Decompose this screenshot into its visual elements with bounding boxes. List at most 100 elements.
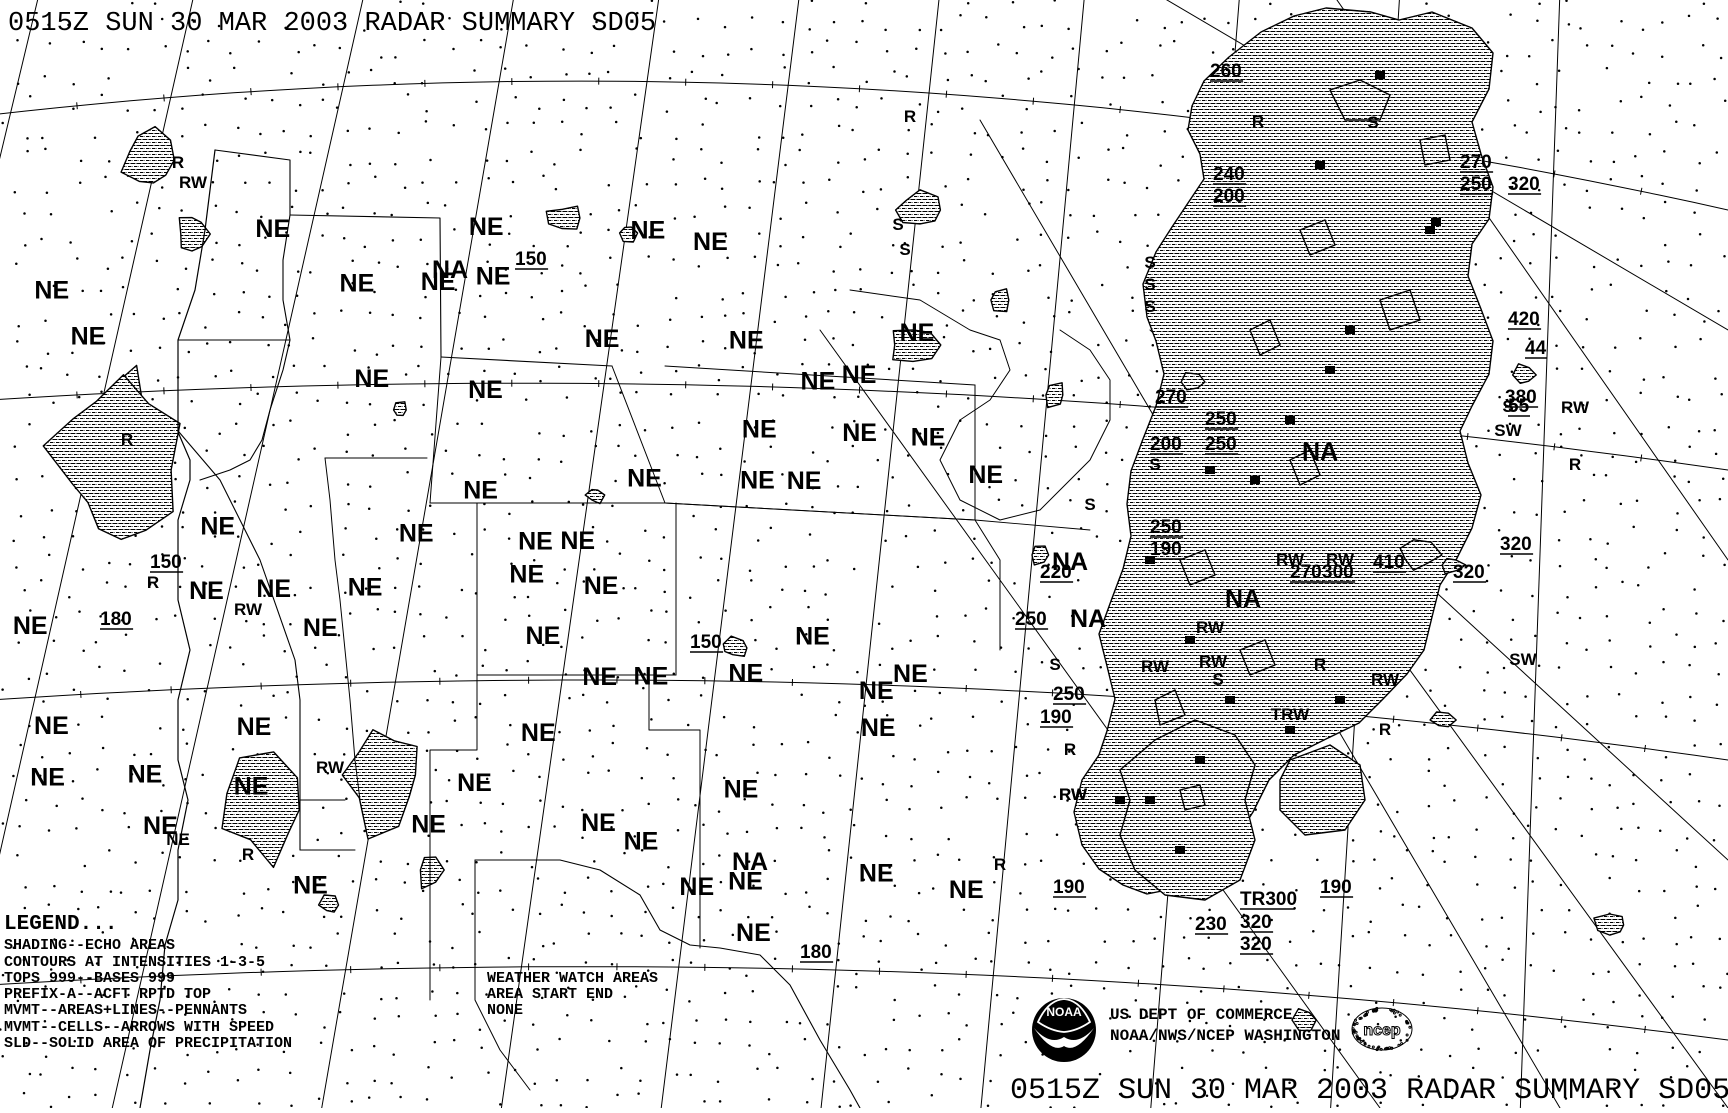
- svg-text:NE: NE: [560, 527, 595, 555]
- svg-text:NONE: NONE: [487, 1002, 523, 1019]
- svg-text:RW: RW: [316, 758, 345, 777]
- svg-text:NE: NE: [399, 520, 434, 548]
- svg-text:SW: SW: [1494, 421, 1522, 440]
- svg-text:NE: NE: [476, 262, 511, 290]
- svg-text:NE: NE: [469, 213, 504, 241]
- svg-text:NE: NE: [787, 467, 822, 495]
- svg-text:MVMT--AREAS+LINES--PENNANTS: MVMT--AREAS+LINES--PENNANTS: [4, 1002, 247, 1019]
- svg-text:NE: NE: [303, 614, 338, 642]
- svg-text:250: 250: [1150, 517, 1182, 538]
- svg-text:0515Z SUN 30 MAR 2003 RADAR SU: 0515Z SUN 30 MAR 2003 RADAR SUMMARY SD05: [1010, 1074, 1728, 1108]
- svg-text:NE: NE: [859, 860, 894, 888]
- svg-text:NE: NE: [859, 677, 894, 705]
- svg-text:MVMT--CELLS--ARROWS WITH SPEED: MVMT--CELLS--ARROWS WITH SPEED: [4, 1019, 274, 1036]
- svg-text:R: R: [242, 845, 254, 864]
- svg-text:WEATHER WATCH AREAS: WEATHER WATCH AREAS: [487, 970, 658, 987]
- svg-text:250: 250: [1205, 409, 1237, 430]
- svg-text:270: 270: [1290, 562, 1322, 583]
- svg-text:410: 410: [1373, 552, 1405, 573]
- svg-text:NA: NA: [1070, 605, 1106, 633]
- svg-text:S: S: [1149, 455, 1160, 474]
- svg-text:250: 250: [1460, 174, 1492, 195]
- svg-text:RW: RW: [234, 600, 263, 619]
- svg-text:55: 55: [1508, 396, 1530, 417]
- svg-text:NE: NE: [581, 809, 616, 837]
- svg-text:180: 180: [100, 609, 132, 630]
- svg-text:250: 250: [1205, 434, 1237, 455]
- svg-text:R: R: [994, 855, 1006, 874]
- svg-text:S: S: [1212, 670, 1223, 689]
- svg-text:R: R: [1314, 655, 1326, 674]
- svg-text:NE: NE: [724, 775, 759, 803]
- svg-text:320: 320: [1508, 174, 1540, 195]
- svg-text:NE: NE: [893, 660, 928, 688]
- svg-text:NOAA/NWS/NCEP WASHINGTON: NOAA/NWS/NCEP WASHINGTON: [1110, 1027, 1340, 1045]
- svg-text:NE: NE: [13, 612, 48, 640]
- svg-text:NE: NE: [627, 464, 662, 492]
- svg-text:NE: NE: [34, 276, 69, 304]
- svg-text:230: 230: [1195, 914, 1227, 935]
- svg-text:NE: NE: [624, 827, 659, 855]
- svg-text:NE: NE: [679, 873, 714, 901]
- svg-text:200: 200: [1213, 186, 1245, 207]
- svg-text:RW: RW: [1199, 652, 1228, 671]
- svg-text:NE: NE: [949, 876, 984, 904]
- svg-text:NE: NE: [468, 376, 503, 404]
- svg-text:SW: SW: [1509, 650, 1537, 669]
- svg-text:S: S: [1084, 495, 1095, 514]
- svg-text:PREFIX-A--ACFT RPTD TOP: PREFIX-A--ACFT RPTD TOP: [4, 986, 211, 1003]
- svg-text:NE: NE: [526, 622, 561, 650]
- svg-text:NE: NE: [968, 461, 1003, 489]
- svg-text:NE: NE: [293, 871, 328, 899]
- svg-text:190: 190: [1150, 539, 1182, 560]
- svg-text:300: 300: [1322, 562, 1354, 583]
- svg-text:320: 320: [1240, 912, 1272, 933]
- svg-text:NE: NE: [518, 528, 553, 556]
- svg-text:NE: NE: [801, 368, 836, 396]
- svg-text:SLD--SOLID AREA OF PRECIPITATI: SLD--SOLID AREA OF PRECIPITATION: [4, 1035, 292, 1052]
- svg-text:320: 320: [1240, 934, 1272, 955]
- svg-text:NE: NE: [521, 719, 556, 747]
- svg-text:180: 180: [800, 942, 832, 963]
- svg-text:NE: NE: [795, 623, 830, 651]
- svg-text:260: 260: [1210, 61, 1242, 82]
- svg-text:NE: NE: [457, 769, 492, 797]
- svg-text:150: 150: [515, 249, 547, 270]
- svg-text:R: R: [172, 153, 184, 172]
- svg-text:NE: NE: [740, 466, 775, 494]
- svg-text:R: R: [121, 430, 133, 449]
- svg-text:LEGEND...: LEGEND...: [4, 913, 117, 936]
- svg-text:NE: NE: [509, 561, 544, 589]
- svg-text:NA: NA: [1302, 438, 1338, 466]
- svg-text:R: R: [904, 107, 916, 126]
- svg-text:TRW: TRW: [1271, 705, 1310, 724]
- svg-text:420: 420: [1508, 309, 1540, 330]
- svg-text:R: R: [147, 573, 159, 592]
- svg-text:SHADING--ECHO AREAS: SHADING--ECHO AREAS: [4, 937, 175, 954]
- svg-text:320: 320: [1453, 562, 1485, 583]
- svg-text:RW: RW: [1059, 785, 1088, 804]
- svg-text:NE: NE: [30, 763, 65, 791]
- svg-text:S: S: [1144, 275, 1155, 294]
- svg-text:NE: NE: [634, 663, 669, 691]
- svg-text:NE: NE: [411, 811, 446, 839]
- svg-text:NA: NA: [732, 848, 768, 876]
- svg-text:RW: RW: [1561, 398, 1590, 417]
- svg-text:44: 44: [1525, 338, 1547, 359]
- svg-text:150: 150: [150, 552, 182, 573]
- svg-text:S: S: [1049, 655, 1060, 674]
- svg-text:NE: NE: [631, 217, 666, 245]
- svg-text:NE: NE: [582, 663, 617, 691]
- svg-text:250: 250: [1015, 609, 1047, 630]
- svg-text:NE: NE: [354, 365, 389, 393]
- svg-text:AREA START END: AREA START END: [487, 986, 613, 1003]
- svg-text:RW: RW: [1141, 657, 1170, 676]
- svg-text:150: 150: [690, 632, 722, 653]
- svg-text:NOAA: NOAA: [1046, 1005, 1082, 1019]
- svg-text:CONTOURS AT INTENSITIES 1-3-5: CONTOURS AT INTENSITIES 1-3-5: [4, 954, 265, 971]
- svg-text:NE: NE: [729, 327, 764, 355]
- svg-text:NE: NE: [861, 714, 896, 742]
- svg-text:NE: NE: [736, 919, 771, 947]
- svg-text:270: 270: [1155, 387, 1187, 408]
- svg-text:NE: NE: [463, 477, 498, 505]
